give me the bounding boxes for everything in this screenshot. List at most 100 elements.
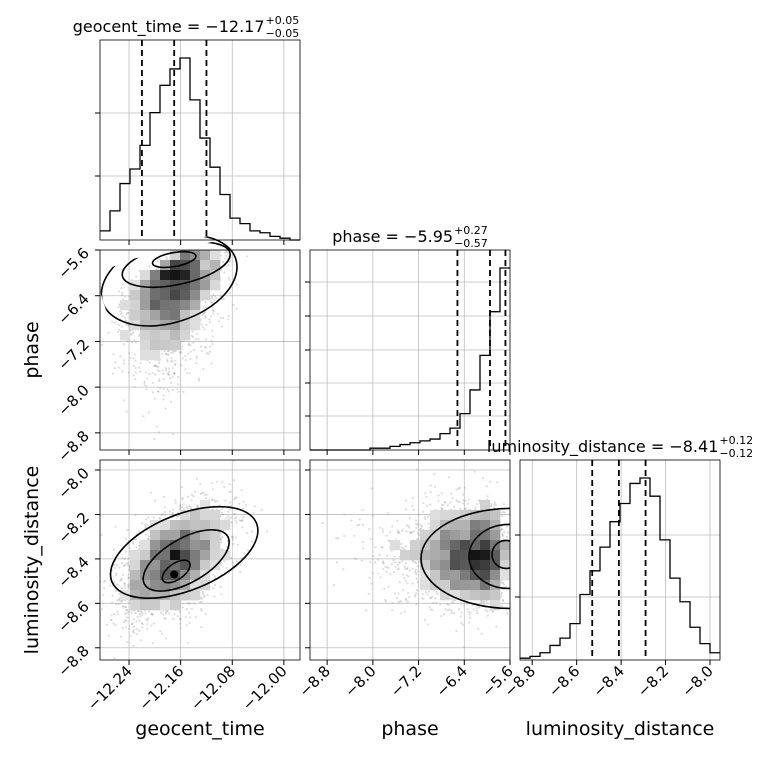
density-tile bbox=[150, 290, 161, 301]
sample-point bbox=[131, 341, 134, 344]
density-tile bbox=[160, 260, 171, 271]
sample-point bbox=[121, 291, 124, 294]
sample-point bbox=[145, 388, 148, 391]
sample-point bbox=[130, 332, 133, 335]
sample-point bbox=[117, 290, 121, 293]
sample-point bbox=[200, 609, 203, 612]
sample-point bbox=[223, 271, 226, 274]
sample-point bbox=[183, 248, 185, 250]
sample-point bbox=[197, 247, 199, 249]
sample-point bbox=[123, 399, 126, 402]
sample-point bbox=[213, 583, 217, 587]
sample-point bbox=[124, 295, 127, 298]
sample-point bbox=[253, 505, 256, 508]
sample-point bbox=[97, 574, 99, 576]
hist-panel-luminosity_distance bbox=[520, 460, 720, 660]
sample-point bbox=[159, 629, 162, 633]
sample-point bbox=[212, 312, 215, 315]
sample-point bbox=[147, 617, 150, 620]
sample-point bbox=[187, 245, 189, 247]
sample-point bbox=[211, 309, 215, 312]
sample-point bbox=[134, 371, 138, 374]
sample-point bbox=[132, 644, 135, 647]
sample-point bbox=[182, 390, 185, 394]
sample-point bbox=[205, 493, 208, 496]
sample-point bbox=[202, 592, 205, 596]
sample-point bbox=[198, 248, 200, 250]
sample-point bbox=[100, 608, 103, 611]
sample-point bbox=[120, 561, 124, 565]
sample-point bbox=[195, 357, 198, 360]
sample-point bbox=[163, 510, 167, 513]
sample-point bbox=[199, 607, 203, 611]
sample-point bbox=[155, 365, 159, 368]
sample-point bbox=[124, 319, 127, 322]
sample-point bbox=[219, 533, 222, 536]
sample-point bbox=[197, 337, 200, 340]
sample-point bbox=[135, 546, 138, 549]
sample-point bbox=[125, 563, 128, 566]
sample-point bbox=[122, 283, 125, 286]
sample-point bbox=[186, 641, 189, 644]
sample-point bbox=[127, 583, 130, 586]
sample-point bbox=[110, 614, 113, 617]
sample-point bbox=[113, 367, 116, 370]
density-tile bbox=[180, 250, 191, 261]
sample-point bbox=[203, 328, 206, 331]
sample-point bbox=[211, 248, 213, 250]
sample-point bbox=[196, 505, 199, 508]
sample-point bbox=[192, 495, 195, 498]
sample-point bbox=[238, 519, 241, 522]
sample-point bbox=[147, 537, 150, 540]
sample-point bbox=[201, 326, 205, 329]
sample-point bbox=[171, 359, 174, 363]
sample-point bbox=[137, 609, 140, 613]
sample-point bbox=[126, 311, 129, 315]
sample-point bbox=[219, 254, 223, 257]
sample-point bbox=[141, 626, 144, 629]
sample-point bbox=[221, 513, 225, 516]
sample-point bbox=[188, 601, 191, 605]
sample-point bbox=[205, 247, 207, 249]
sample-point bbox=[134, 537, 138, 541]
sample-point bbox=[126, 528, 129, 532]
sample-point bbox=[177, 390, 180, 393]
sample-point bbox=[161, 512, 164, 516]
density-tile bbox=[160, 280, 171, 291]
sample-point bbox=[230, 556, 233, 559]
sample-point bbox=[132, 625, 136, 628]
sample-point bbox=[115, 599, 119, 602]
density-tile bbox=[140, 300, 151, 311]
density-tile bbox=[170, 340, 181, 351]
sample-point bbox=[220, 541, 223, 544]
sample-point bbox=[212, 310, 215, 313]
sample-point bbox=[192, 336, 195, 339]
sample-point bbox=[207, 352, 210, 355]
sample-point bbox=[138, 612, 141, 615]
sample-point bbox=[139, 362, 142, 365]
sample-point bbox=[221, 316, 225, 319]
sample-point bbox=[134, 359, 137, 362]
sample-point bbox=[239, 563, 242, 567]
sample-point bbox=[144, 384, 147, 387]
sample-point bbox=[121, 573, 125, 577]
sample-point bbox=[203, 345, 207, 349]
sample-point bbox=[164, 637, 168, 640]
sample-point bbox=[186, 601, 189, 605]
density-tile bbox=[140, 350, 151, 361]
sample-point bbox=[209, 315, 212, 318]
sample-point bbox=[178, 505, 181, 509]
sample-point bbox=[211, 335, 215, 338]
sample-point bbox=[214, 297, 218, 300]
sample-point bbox=[144, 612, 147, 615]
sample-point bbox=[227, 276, 230, 279]
sample-point bbox=[164, 407, 167, 410]
sample-point bbox=[219, 294, 222, 298]
sample-point bbox=[240, 519, 243, 522]
sample-point bbox=[205, 323, 208, 326]
sample-point bbox=[214, 244, 216, 246]
density-tile bbox=[140, 320, 151, 331]
sample-point bbox=[132, 628, 135, 632]
density-tile bbox=[160, 310, 171, 321]
sample-point bbox=[212, 587, 215, 590]
